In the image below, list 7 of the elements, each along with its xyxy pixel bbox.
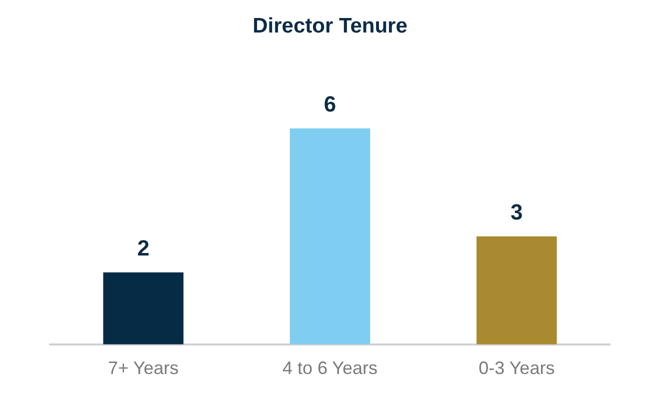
x-tick-label: 7+ Years	[108, 358, 179, 378]
data-label: 6	[324, 91, 336, 116]
x-tick-label: 4 to 6 Years	[282, 358, 378, 378]
chart-title: Director Tenure	[252, 14, 408, 38]
data-label: 2	[137, 235, 150, 260]
data-label: 3	[510, 199, 523, 224]
x-tick-label: 0-3 Years	[478, 358, 555, 378]
